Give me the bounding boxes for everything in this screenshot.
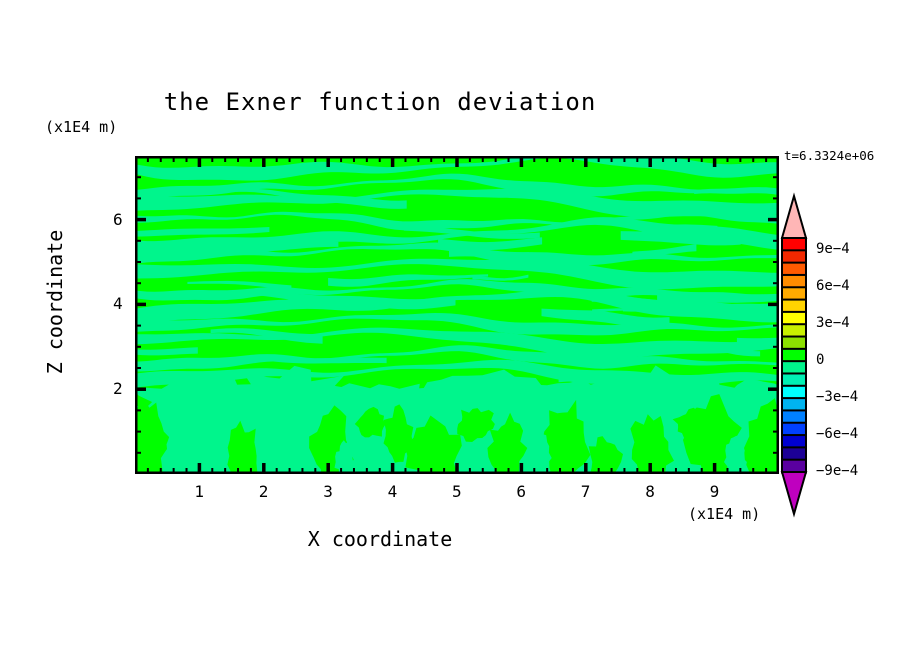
chart-title: the Exner function deviation (163, 88, 597, 116)
x-tick-label: 5 (452, 482, 462, 501)
x-tick-label: 3 (323, 482, 333, 501)
colorbar-band (781, 360, 807, 375)
colorbar-bands (780, 192, 808, 518)
colorbar-tick-label: −9e−4 (816, 463, 859, 479)
x-tick-label: 9 (709, 482, 720, 501)
colorbar-tick-label: 0 (816, 352, 825, 369)
x-axis-unit-label: (x1E4 m) (688, 505, 761, 523)
axis-ticks (135, 156, 779, 474)
y-axis-title: Z coordinate (43, 229, 67, 375)
contour-plot (135, 156, 779, 474)
colorbar-band (781, 273, 807, 289)
y-tick-label: 4 (113, 294, 123, 314)
colorbar-tick-label: 3e−4 (816, 315, 850, 332)
colorbar-band (781, 335, 807, 351)
colorbar-band (781, 409, 807, 425)
colorbar-over-cap (780, 192, 808, 239)
x-axis-title: X coordinate (307, 527, 453, 551)
colorbar-band (781, 261, 807, 277)
colorbar-band (781, 384, 807, 400)
colorbar-tick-label: 9e−4 (816, 241, 850, 258)
x-tick-label: 7 (580, 482, 591, 501)
colorbar-tick-label: 6e−4 (816, 278, 850, 295)
x-tick-label: 8 (645, 482, 655, 501)
colorbar-band (781, 237, 807, 252)
y-tick-label: 6 (113, 209, 123, 229)
x-tick-label: 1 (194, 482, 205, 501)
colorbar-band (781, 458, 807, 474)
colorbar-band (781, 298, 807, 314)
x-tick-label: 6 (516, 482, 527, 501)
colorbar-band (781, 446, 807, 462)
colorbar (780, 192, 808, 518)
colorbar-band (781, 249, 807, 265)
x-tick-label: 4 (387, 482, 398, 501)
colorbar-band (781, 310, 807, 326)
y-axis-unit-label: (x1E4 m) (45, 118, 118, 136)
colorbar-band (781, 286, 807, 302)
colorbar-tick-label: −6e−4 (816, 426, 859, 443)
contour-field (135, 156, 779, 474)
x-tick-label: 2 (258, 482, 269, 501)
colorbar-band (781, 372, 807, 388)
colorbar-band (781, 347, 807, 363)
colorbar-band (781, 421, 807, 437)
colorbar-tick-label: −3e−4 (816, 389, 859, 406)
colorbar-band (781, 397, 807, 412)
colorbar-band (781, 323, 807, 339)
colorbar-band (781, 434, 807, 449)
colorbar-under-cap (780, 471, 808, 518)
y-tick-label: 2 (113, 379, 123, 399)
timestamp-annotation: t=6.3324e+06 (784, 148, 875, 163)
